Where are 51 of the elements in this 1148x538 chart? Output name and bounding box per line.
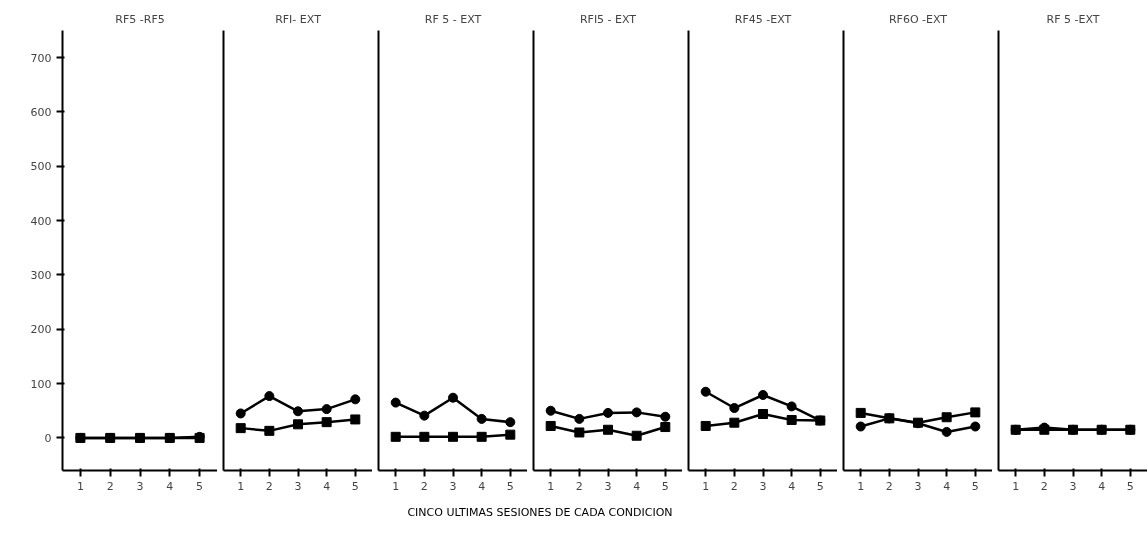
x-tick-label: 5: [971, 479, 979, 493]
y-tick-label: 700: [30, 51, 52, 65]
x-tick-label: 1: [237, 479, 245, 493]
x-tick-label: 2: [420, 479, 428, 493]
x-tick-label: 5: [661, 479, 669, 493]
x-tick-label: 1: [857, 479, 865, 493]
y-tick-label: 0: [44, 431, 52, 445]
x-tick-label: 2: [885, 479, 893, 493]
x-tick-label: 2: [106, 479, 114, 493]
x-tick-label: 5: [1126, 479, 1134, 493]
x-tick-label: 4: [478, 479, 486, 493]
x-tick-label: 3: [604, 479, 612, 493]
x-tick-label: 5: [506, 479, 514, 493]
chart-title: RF45 -EXT: [734, 12, 792, 26]
x-tick-label: 2: [265, 479, 273, 493]
chart-title: RF5 -RF5: [115, 12, 165, 26]
x-tick-label: 5: [816, 479, 824, 493]
x-axis-title: CINCO ULTIMAS SESIONES DE CADA CONDICION: [407, 505, 673, 521]
x-tick-label: 3: [914, 479, 922, 493]
x-tick-label: 3: [449, 479, 457, 493]
x-tick-label: 3: [1069, 479, 1077, 493]
x-tick-label: 1: [1012, 479, 1020, 493]
x-tick-label: 2: [1040, 479, 1048, 493]
x-tick-label: 2: [730, 479, 738, 493]
chart-title: RFI5 - EXT: [579, 12, 637, 26]
x-tick-label: 3: [136, 479, 144, 493]
y-tick-label: 200: [30, 323, 52, 337]
chart-title: RF 5 - EXT: [424, 12, 482, 26]
x-tick-label: 1: [702, 479, 710, 493]
y-tick-label: 400: [30, 214, 52, 228]
y-tick-label: 600: [30, 105, 52, 119]
x-tick-label: 1: [76, 479, 84, 493]
y-tick-label: 100: [30, 377, 52, 391]
x-tick-label: 4: [788, 479, 796, 493]
chart-title: RF 5 -EXT: [1046, 12, 1100, 26]
chart-title: RFI- EXT: [275, 12, 322, 26]
x-tick-label: 3: [294, 479, 302, 493]
y-tick-label: 300: [30, 268, 52, 282]
x-tick-label: 4: [166, 479, 174, 493]
x-tick-label: 1: [392, 479, 400, 493]
chart-title: RF6O -EXT: [888, 12, 948, 26]
x-tick-label: 5: [196, 479, 204, 493]
x-tick-label: 4: [1098, 479, 1106, 493]
x-tick-label: 2: [575, 479, 583, 493]
x-tick-label: 4: [323, 479, 331, 493]
y-tick-label: 500: [30, 160, 52, 174]
x-tick-label: 1: [547, 479, 555, 493]
x-tick-label: 5: [351, 479, 359, 493]
x-tick-label: 3: [759, 479, 767, 493]
x-tick-label: 4: [943, 479, 951, 493]
x-tick-label: 4: [633, 479, 641, 493]
